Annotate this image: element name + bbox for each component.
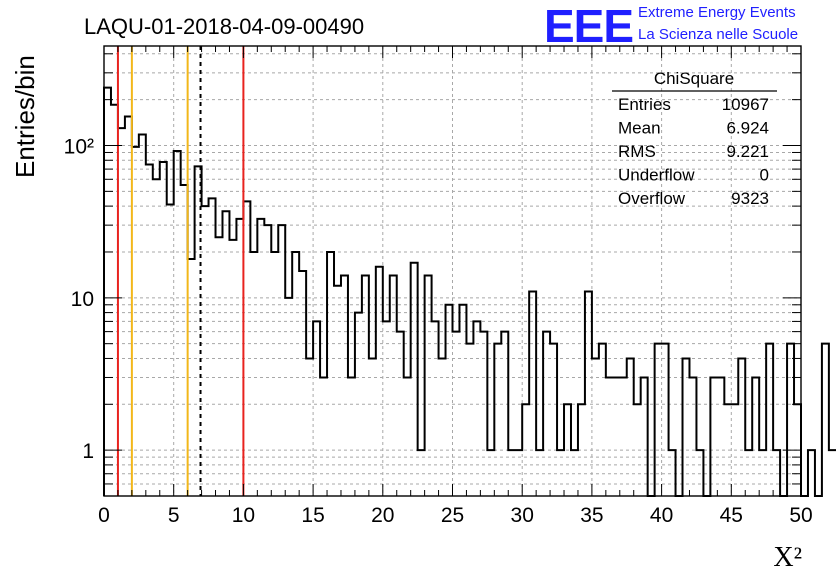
x-tick-label: 15 xyxy=(301,504,324,527)
stats-label: Entries xyxy=(618,95,671,114)
stats-value: 10967 xyxy=(722,95,769,114)
stats-value: 9.221 xyxy=(726,142,769,161)
y-axis: 1 10 10² xyxy=(64,53,801,497)
x-tick-label: 30 xyxy=(511,504,534,527)
brand-name: Extreme Energy Events xyxy=(638,4,796,21)
stats-value: 0 xyxy=(760,166,769,185)
stats-label: Overflow xyxy=(618,189,686,208)
x-axis: 0 5 10 15 20 25 30 35 40 45 50 xyxy=(98,46,813,527)
y-tick-label: 10 xyxy=(71,288,94,311)
x-tick-label: 20 xyxy=(371,504,394,527)
x-tick-label: 50 xyxy=(789,504,812,527)
x-tick-label: 35 xyxy=(580,504,603,527)
stats-label: Mean xyxy=(618,119,661,138)
x-tick-label: 45 xyxy=(720,504,743,527)
eee-logo: EEE xyxy=(544,0,634,52)
histogram xyxy=(103,86,836,497)
chart-title: LAQU-01-2018-04-09-00490 xyxy=(84,14,364,39)
stats-rows: Entries 10967 Mean 6.924 RMS 9.221 Underflow 0 O… xyxy=(618,95,769,208)
x-tick-label: 40 xyxy=(650,504,673,527)
x-tick-label: 0 xyxy=(98,504,110,527)
stats-label: RMS xyxy=(618,142,656,161)
y-tick-label: 10² xyxy=(64,135,94,158)
x-axis-label: X² xyxy=(773,542,802,572)
y-axis-label: Entries/bin xyxy=(10,55,40,178)
stats-label: Underflow xyxy=(618,166,695,185)
x-tick-label: 25 xyxy=(441,504,464,527)
brand-subtitle: La Scienza nelle Scuole xyxy=(638,26,798,43)
stats-title: ChiSquare xyxy=(654,69,734,88)
histogram-outline xyxy=(103,86,836,497)
x-tick-label: 5 xyxy=(168,504,180,527)
y-tick-label: 1 xyxy=(82,440,94,463)
stats-value: 6.924 xyxy=(726,119,769,138)
reference-lines xyxy=(116,46,245,496)
x-tick-label: 10 xyxy=(232,504,255,527)
eee-logo-text: EEE xyxy=(544,0,633,52)
stats-value: 9323 xyxy=(731,189,769,208)
stats-box: ChiSquare Entries 10967 Mean 6.924 RMS 9.221 U… xyxy=(612,69,777,208)
